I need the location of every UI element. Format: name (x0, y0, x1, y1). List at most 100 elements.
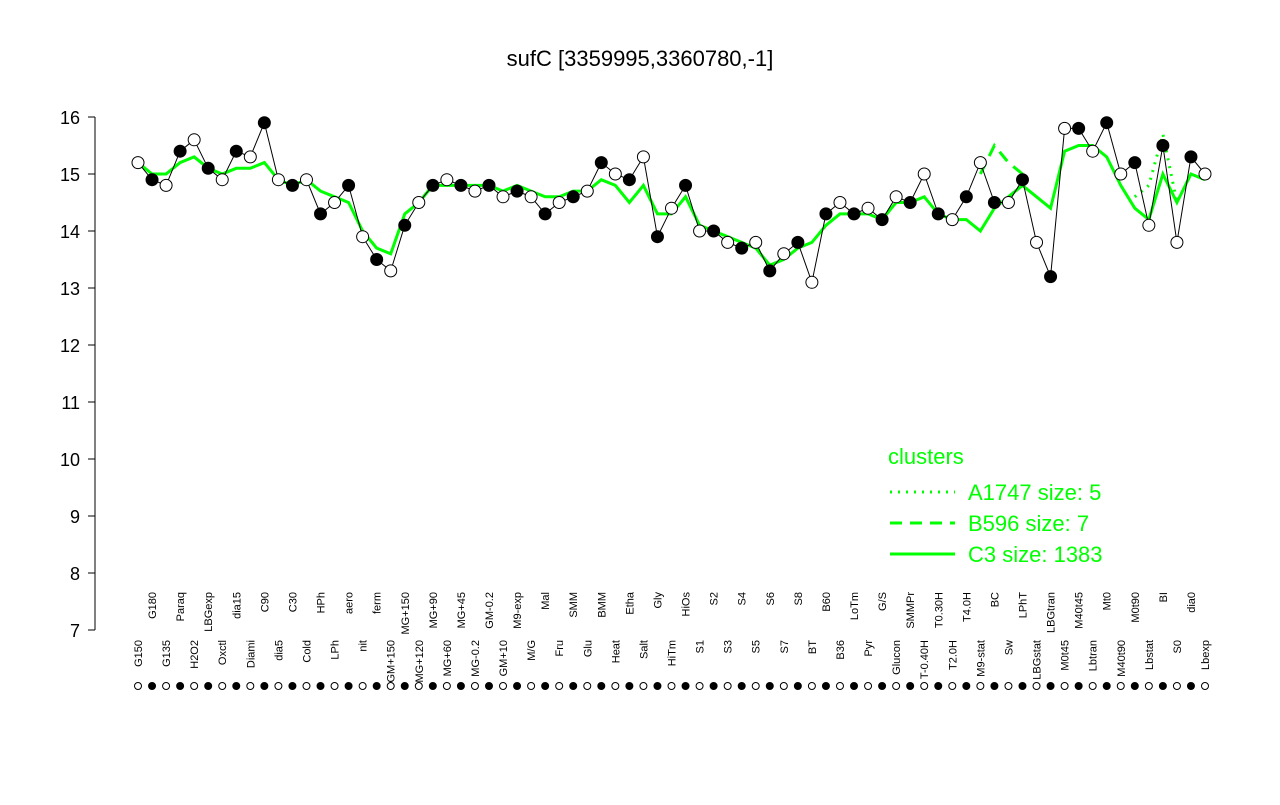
data-point (1030, 235, 1044, 249)
data-point (510, 184, 524, 198)
data-point (1170, 235, 1184, 249)
x-tick-label: BC (989, 592, 1001, 607)
x-tick-label: Fru (554, 640, 566, 657)
x-tick-label: G135 (161, 640, 173, 667)
category-marker (709, 682, 718, 690)
x-tick-label: BI (1158, 592, 1170, 602)
category-marker (920, 682, 929, 690)
category-marker (611, 682, 620, 690)
data-point (215, 173, 229, 187)
x-tick-label: S1 (695, 640, 707, 653)
category-marker (232, 682, 241, 690)
data-point (440, 173, 454, 187)
legend-label: B596 size: 7 (968, 511, 1089, 536)
data-point (131, 156, 145, 170)
data-point (749, 235, 763, 249)
category-marker (1186, 682, 1195, 690)
category-marker (583, 682, 592, 690)
category-marker (821, 682, 830, 690)
y-tick-label: 11 (61, 393, 80, 413)
data-point (468, 184, 482, 198)
data-point (987, 196, 1001, 209)
x-tick-label: GM-0.2 (484, 592, 496, 629)
data-point (454, 178, 468, 192)
data-point (707, 224, 721, 238)
category-marker (569, 682, 578, 690)
category-marker (625, 682, 634, 690)
data-point (426, 178, 440, 192)
data-point (973, 156, 987, 170)
data-point (552, 196, 566, 209)
data-point (608, 167, 622, 181)
data-point (777, 247, 791, 261)
data-point (566, 190, 580, 204)
data-point (861, 201, 875, 215)
data-point (1184, 150, 1198, 164)
category-marker (414, 682, 423, 690)
data-point (1058, 121, 1072, 135)
category-marker (1018, 682, 1027, 690)
category-marker (892, 682, 901, 690)
data-point (257, 116, 271, 130)
x-tick-label: T2.0H (947, 640, 959, 670)
data-point (1128, 156, 1142, 170)
category-marker (288, 682, 297, 690)
data-point (1100, 116, 1114, 130)
x-tick-label: HPh (316, 592, 328, 613)
category-marker (948, 682, 957, 690)
category-marker (555, 682, 564, 690)
cluster-line (979, 142, 1024, 176)
category-marker (1201, 682, 1209, 690)
category-marker (386, 682, 395, 690)
category-marker (934, 682, 943, 690)
category-marker (541, 682, 550, 690)
category-marker (1088, 682, 1097, 690)
category-marker (260, 682, 269, 690)
cluster-line (1133, 133, 1179, 203)
x-tick-label: LBGstat (1032, 640, 1044, 680)
x-tick-label: M40t90 (1116, 640, 1128, 677)
category-marker (484, 682, 493, 690)
x-tick-label: Pyr (863, 640, 875, 657)
data-point (1156, 139, 1170, 152)
data-point (314, 207, 328, 221)
category-marker (737, 682, 746, 690)
data-point (917, 167, 931, 181)
category-marker (962, 682, 971, 690)
data-point (482, 178, 496, 192)
data-point (538, 207, 552, 221)
chart-title: sufC [3359995,3360780,-1] (507, 46, 774, 71)
data-point (693, 224, 707, 238)
x-tick-label: M9-exp (512, 592, 524, 629)
category-marker (372, 682, 381, 690)
x-tick-label: H2O2 (189, 640, 201, 669)
y-tick-label: 8 (70, 564, 80, 584)
data-point (833, 196, 847, 209)
category-marker (695, 682, 704, 690)
category-marker (1102, 682, 1111, 690)
x-tick-label: dia15 (231, 592, 243, 619)
category-marker (162, 682, 171, 690)
legend-label: A1747 size: 5 (968, 480, 1101, 505)
category-marker (330, 682, 339, 690)
data-point (594, 156, 608, 170)
x-tick-label: ferm (372, 592, 384, 614)
data-point (159, 178, 173, 192)
category-marker (1158, 682, 1167, 690)
data-point (959, 190, 973, 204)
x-tick-label: Lbexp (1200, 640, 1212, 670)
x-tick-label: Glu (582, 640, 594, 657)
x-tick-label: T0.30H (933, 592, 945, 628)
x-tick-label: Oxctl (217, 640, 229, 665)
category-marker (1032, 682, 1041, 690)
x-tick-label: G150 (133, 640, 145, 667)
x-tick-label: Cold (301, 640, 313, 663)
legend-title: clusters (888, 444, 964, 469)
data-point (299, 173, 313, 187)
x-tick-label: MG+60 (442, 640, 454, 676)
data-point (1086, 144, 1100, 158)
data-point (1015, 173, 1029, 187)
y-tick-label: 16 (60, 108, 80, 128)
y-tick-label: 9 (70, 507, 80, 527)
